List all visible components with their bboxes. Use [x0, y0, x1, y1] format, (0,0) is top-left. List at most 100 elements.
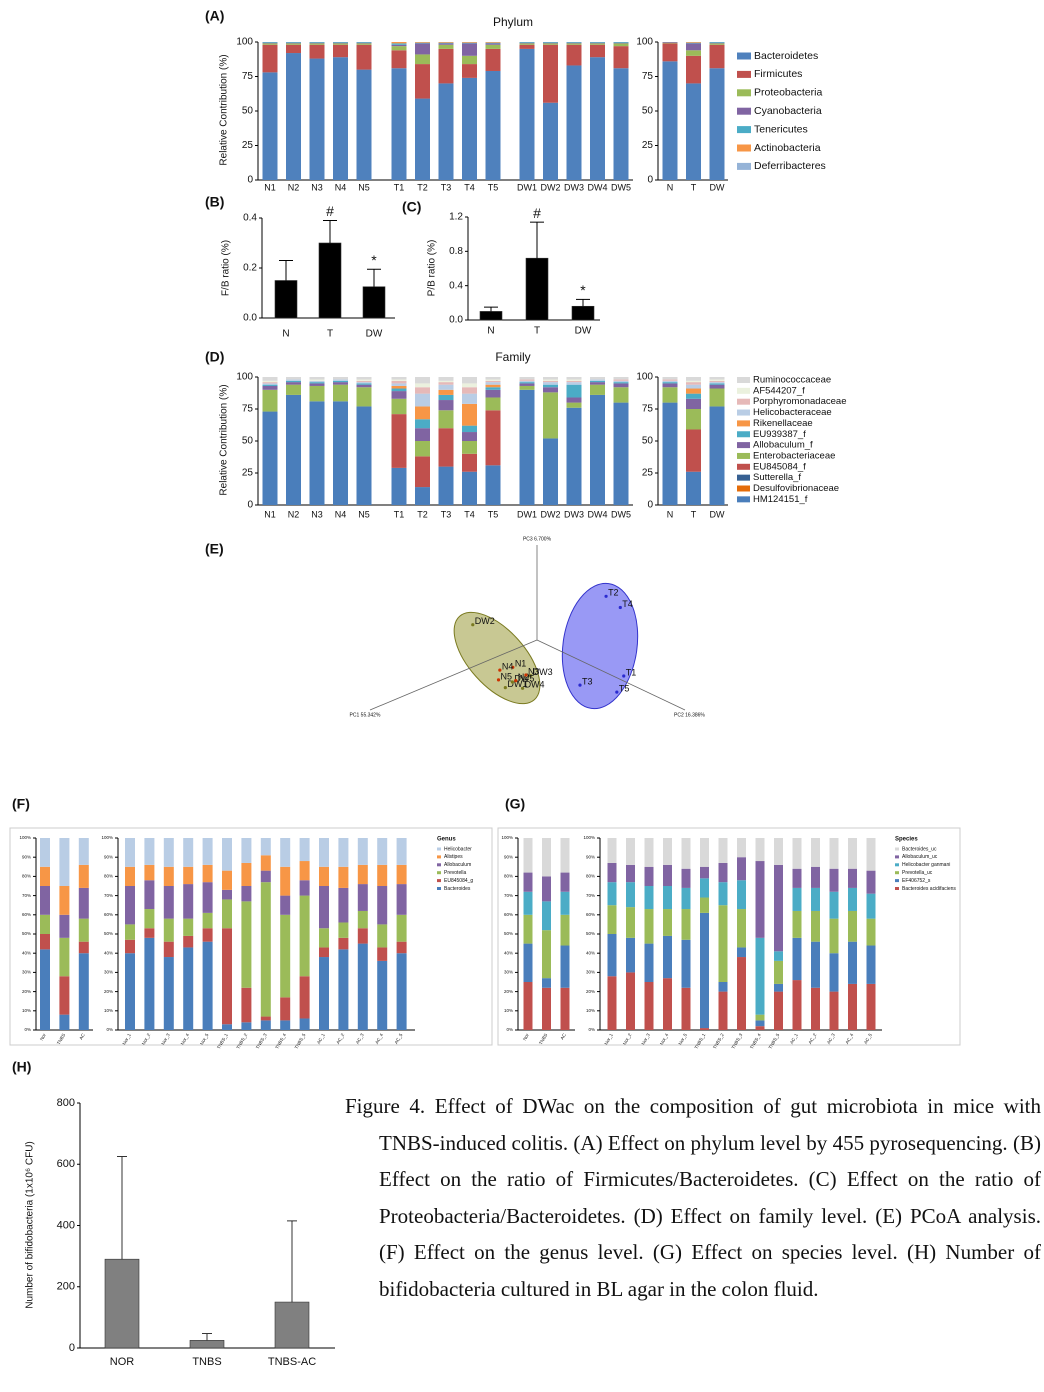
bar-segment: [202, 882, 213, 913]
x-tick-label: TNBS: [192, 1356, 221, 1368]
point-label: N2: [518, 672, 530, 682]
x-tick-label: TNBS_3: [255, 1032, 268, 1050]
bar-segment: [462, 441, 477, 454]
bar-segment: [391, 42, 407, 44]
bar-segment: [357, 943, 368, 1030]
legend-swatch: [737, 485, 750, 492]
bar-segment: [737, 857, 746, 881]
y-tick-label: 10%: [586, 1008, 595, 1013]
bar-segment: [613, 387, 629, 403]
y-tick-label: 70%: [586, 893, 595, 898]
bar-segment: [462, 377, 477, 384]
bar-segment: [438, 394, 454, 401]
bar: [274, 280, 298, 319]
bar-segment: [462, 383, 477, 388]
bar-segment: [560, 872, 570, 892]
bar-segment: [542, 901, 551, 931]
legend-label: Cyanobacteria: [754, 105, 822, 117]
bar-segment: [78, 887, 89, 919]
bar-segment: [848, 941, 857, 984]
x-tick-label: DW3: [564, 509, 584, 519]
bar-segment: [543, 384, 558, 388]
bar-segment: [737, 880, 746, 910]
bar-segment: [542, 876, 551, 902]
bar-segment: [241, 862, 252, 886]
legend-label: Helicobacteraceae: [753, 407, 832, 418]
x-tick-label: N: [667, 182, 674, 192]
bar-segment: [163, 838, 174, 867]
legend-swatch: [895, 855, 899, 859]
y-tick-label: 25: [642, 468, 654, 479]
legend-swatch: [737, 409, 750, 416]
bar-segment: [663, 838, 672, 865]
bar-segment: [144, 928, 155, 938]
bar-segment: [59, 937, 70, 977]
bar-segment: [566, 42, 582, 43]
bar-segment: [260, 1016, 271, 1021]
group-ellipse: [453, 611, 541, 705]
bar-segment: [415, 98, 430, 180]
bar-segment: [519, 44, 535, 49]
x-tick-label: AC: [559, 1032, 567, 1041]
legend-swatch: [437, 847, 441, 851]
bar-segment: [681, 939, 691, 988]
point-label: T3: [582, 676, 593, 686]
x-tick-label: TNBS_2: [235, 1032, 248, 1050]
x-tick-label: AC_1: [316, 1032, 326, 1045]
bar-segment: [462, 77, 477, 180]
bar-segment: [163, 886, 174, 919]
y-tick-label: 0.4: [449, 280, 463, 291]
x-tick-label: DW2: [541, 182, 561, 192]
bar-segment: [286, 42, 301, 43]
bar-segment: [333, 43, 348, 45]
bar-segment: [438, 389, 454, 395]
y-tick-label: 60%: [586, 912, 595, 917]
bar-segment: [613, 402, 629, 505]
legend-label: Allobaculum: [444, 862, 471, 868]
bar-segment: [613, 43, 629, 47]
x-tick-label: DW: [366, 329, 383, 340]
bar-segment: [485, 410, 501, 466]
bar-segment: [241, 1022, 252, 1030]
bar-segment: [686, 409, 701, 430]
bar-segment: [663, 864, 672, 886]
y-axis-label: Number of bifidobacteria (1x10⁶ CFU): [25, 1141, 36, 1309]
x-tick-label: AC: [78, 1032, 86, 1041]
bar-segment: [686, 398, 701, 409]
x-tick-label: TNBS-AC: [268, 1356, 316, 1368]
legend-label: HM124151_f: [753, 494, 808, 505]
bar-segment: [356, 42, 372, 44]
legend-label: AF544207_f: [753, 385, 805, 396]
bar-segment: [590, 42, 605, 44]
y-tick-label: 50%: [22, 931, 31, 936]
bar-segment: [709, 68, 725, 180]
bar-segment: [485, 382, 501, 385]
bar-segment: [415, 42, 430, 44]
bar-segment: [566, 65, 582, 180]
bar-segment: [391, 379, 407, 381]
x-tick-label: AC_5: [394, 1032, 404, 1045]
bar-segment: [462, 42, 477, 44]
legend-label: Desulfovibrionaceae: [753, 483, 839, 494]
y-tick-label: 800: [57, 1097, 75, 1109]
bar-segment: [607, 905, 617, 934]
bar-segment: [613, 68, 629, 180]
bar-segment: [280, 914, 291, 998]
legend-label: Firmicutes: [754, 68, 802, 80]
bar-segment: [356, 387, 372, 407]
bar-segment: [338, 937, 349, 950]
bar-segment: [542, 838, 551, 877]
y-tick-label: 60%: [504, 912, 513, 917]
bar-segment: [391, 50, 407, 69]
bar-segment: [485, 387, 501, 390]
bar-segment: [286, 394, 301, 505]
x-tick-label: T: [534, 326, 540, 337]
x-tick-label: Nor_2: [622, 1032, 633, 1046]
legend-label: Deferribacteres: [754, 160, 826, 172]
bar-segment: [286, 382, 301, 385]
bar-segment: [543, 387, 558, 393]
point-label: N1: [515, 659, 527, 669]
bar-segment: [644, 886, 654, 910]
bar-segment: [485, 42, 501, 44]
bar: [274, 1301, 310, 1349]
